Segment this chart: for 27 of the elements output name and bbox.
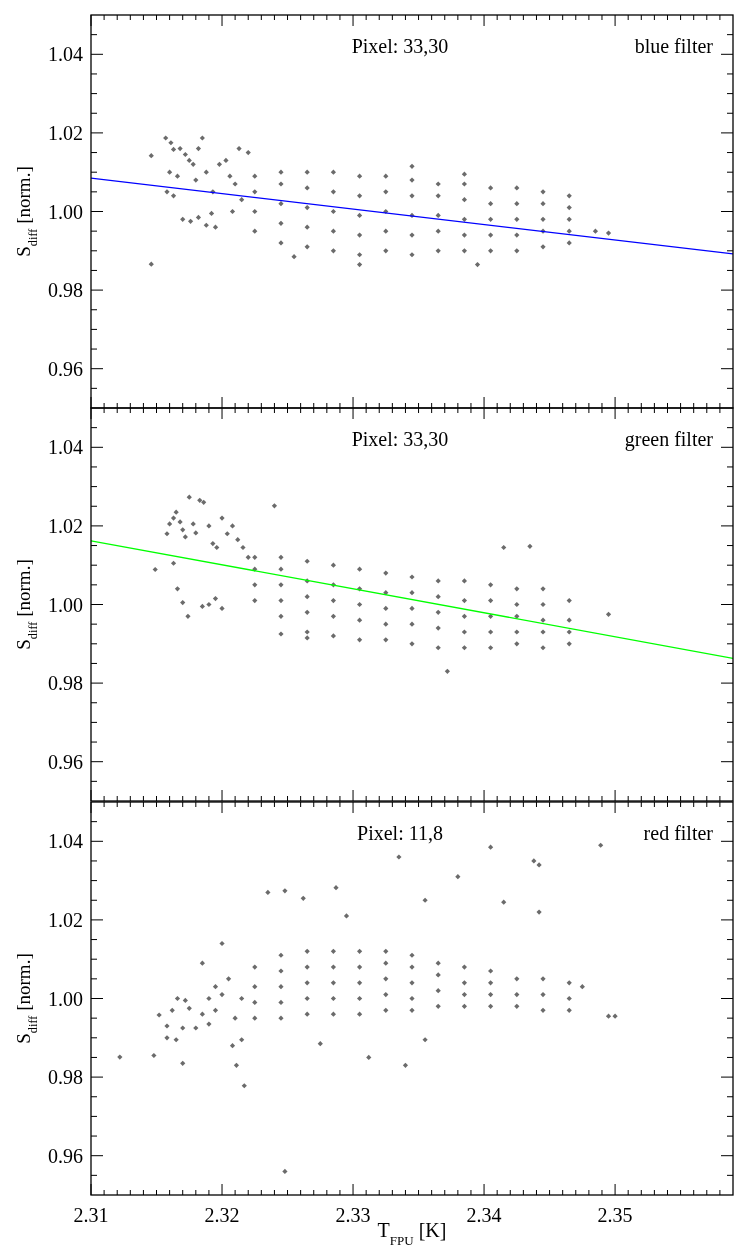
annotation: Pixel: 33,30 — [351, 35, 449, 57]
annotation: blue filter — [634, 35, 714, 57]
y-tick-label: 1.04 — [48, 43, 83, 66]
y-tick-label: 1.02 — [48, 121, 83, 144]
y-tick-label: 1.04 — [48, 436, 83, 459]
annotation: Pixel: 33,30 — [351, 428, 449, 450]
y-tick-label: 0.96 — [48, 750, 83, 773]
y-tick-label: 0.96 — [48, 1144, 83, 1167]
y-tick-label: 1.02 — [48, 908, 83, 931]
x-axis-title: T$_{FPU}$ [K] — [377, 1219, 447, 1248]
annotation: Pixel: 11,8 — [357, 822, 443, 844]
y-tick-label: 0.98 — [48, 1066, 83, 1089]
y-tick-label: 1.04 — [48, 830, 83, 853]
x-tick-label: 2.33 — [335, 1204, 371, 1226]
y-tick-label: 1.00 — [48, 593, 83, 616]
x-tick-label: 2.32 — [204, 1204, 240, 1226]
y-tick-label: 1.00 — [48, 200, 83, 223]
annotation: green filter — [624, 428, 714, 451]
y-tick-label: 1.02 — [48, 514, 83, 537]
y-tick-label: 0.96 — [48, 357, 83, 380]
y-tick-label: 0.98 — [48, 672, 83, 695]
y-tick-label: 0.98 — [48, 279, 83, 302]
x-tick-label: 2.34 — [466, 1204, 502, 1226]
annotation: red filter — [643, 822, 714, 844]
x-tick-label: 2.35 — [597, 1204, 633, 1226]
y-tick-label: 1.00 — [48, 987, 83, 1010]
x-tick-label: 2.31 — [73, 1204, 109, 1226]
